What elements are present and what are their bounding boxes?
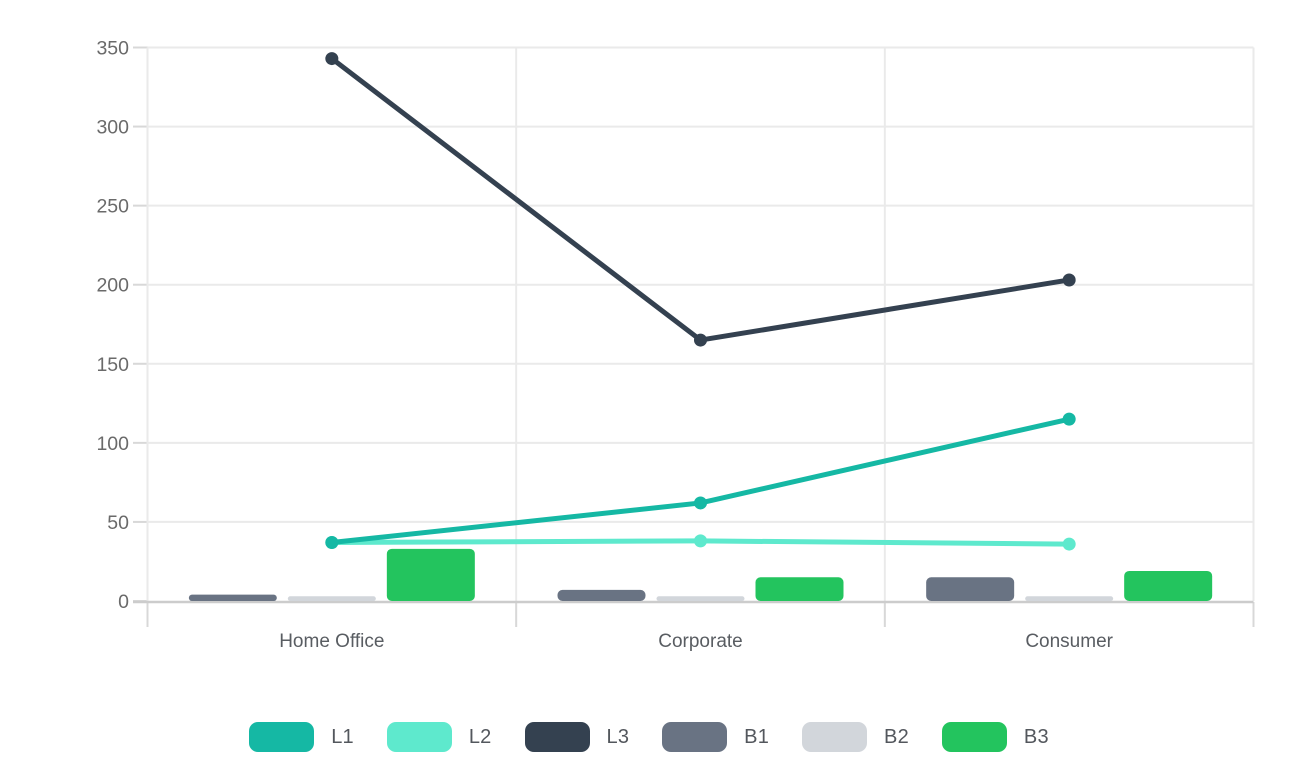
point-l3-1[interactable] bbox=[694, 333, 707, 347]
legend-item-b1[interactable]: B1 bbox=[662, 722, 769, 752]
bar-b2-1[interactable] bbox=[656, 596, 745, 601]
chart-plot-area: 0 50 100 150 200 250 300 350 Home Office Corporat… bbox=[96, 38, 1255, 652]
legend-swatch-l2 bbox=[386, 722, 452, 752]
line-l3 bbox=[329, 56, 1072, 343]
legend-swatch-l1 bbox=[249, 722, 315, 752]
legend-label-b1: B1 bbox=[744, 725, 770, 748]
legend-swatch-b2 bbox=[802, 722, 868, 752]
legend-label-l1: L1 bbox=[331, 725, 354, 748]
y-tick-label-300: 300 bbox=[96, 117, 129, 139]
line-l1 bbox=[329, 416, 1072, 545]
legend-swatch-b1 bbox=[662, 722, 728, 752]
point-l1-2[interactable] bbox=[1062, 412, 1076, 426]
legend-item-b3[interactable]: B3 bbox=[941, 722, 1049, 752]
chart-legend: L1 L2 L3 B1 B2 B3 bbox=[0, 722, 1298, 752]
legend-label-b3: B3 bbox=[1023, 725, 1049, 748]
point-l1-1[interactable] bbox=[694, 496, 707, 510]
y-tick-label-50: 50 bbox=[107, 512, 129, 534]
y-tick-label-0: 0 bbox=[118, 591, 129, 613]
point-l2-2[interactable] bbox=[1062, 537, 1076, 551]
legend-item-b2[interactable]: B2 bbox=[802, 722, 909, 752]
y-tick-label-250: 250 bbox=[96, 196, 129, 218]
bar-b3-0[interactable] bbox=[386, 548, 475, 601]
bar-b3-1[interactable] bbox=[755, 577, 844, 601]
y-tick-label-100: 100 bbox=[96, 433, 129, 455]
x-axis-label-home-office: Home Office bbox=[279, 631, 384, 652]
point-l2-1[interactable] bbox=[694, 534, 707, 548]
y-tick-label-350: 350 bbox=[96, 38, 129, 60]
bar-b1-0[interactable] bbox=[188, 594, 277, 601]
x-axis-label-corporate: Corporate bbox=[658, 631, 743, 652]
bar-b1-1[interactable] bbox=[557, 589, 646, 601]
bar-b2-2[interactable] bbox=[1025, 596, 1114, 601]
legend-label-l3: L3 bbox=[606, 725, 630, 748]
legend-label-l2: L2 bbox=[468, 725, 492, 748]
legend-label-b2: B2 bbox=[884, 725, 909, 748]
x-axis-label-consumer: Consumer bbox=[1025, 631, 1113, 652]
point-l3-0[interactable] bbox=[325, 52, 339, 66]
y-tick-label-200: 200 bbox=[96, 275, 129, 297]
point-l1-0[interactable] bbox=[325, 535, 339, 549]
point-l3-2[interactable] bbox=[1062, 273, 1076, 287]
legend-item-l1[interactable]: L1 bbox=[249, 722, 354, 752]
y-tick-label-150: 150 bbox=[96, 354, 129, 376]
bar-b2-0[interactable] bbox=[287, 596, 376, 601]
bar-b3-2[interactable] bbox=[1124, 570, 1213, 601]
legend-swatch-l3 bbox=[524, 722, 590, 752]
legend-item-l2[interactable]: L2 bbox=[386, 722, 492, 752]
bar-b1-2[interactable] bbox=[926, 577, 1015, 601]
legend-swatch-b3 bbox=[941, 722, 1007, 752]
legend-item-l3[interactable]: L3 bbox=[524, 722, 630, 752]
